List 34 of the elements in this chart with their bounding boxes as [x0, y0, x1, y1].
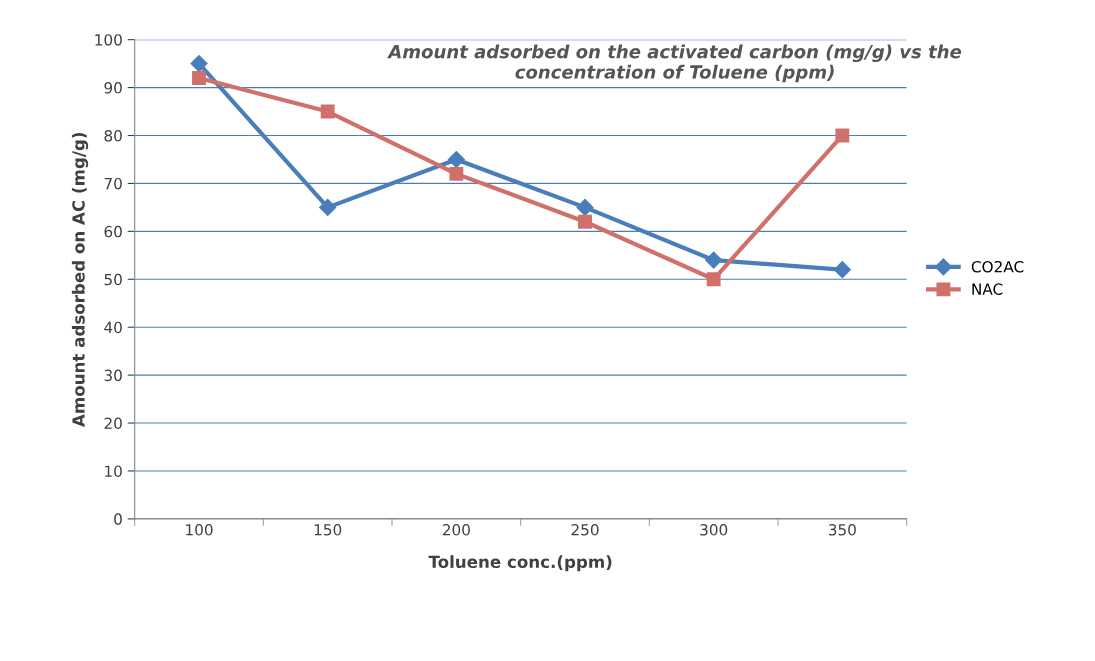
x-tick-label: 250: [571, 524, 599, 536]
y-tick-label: 80: [104, 129, 122, 142]
x-tick-label: 200: [442, 524, 470, 536]
point: [576, 198, 594, 216]
point: [705, 251, 723, 269]
y-tick-label: 60: [104, 225, 122, 238]
y-tick-label: 30: [104, 369, 122, 382]
legend-label: CO2AC: [971, 260, 1024, 273]
legend-label: NAC: [972, 283, 1003, 295]
point: [449, 166, 464, 181]
point: [578, 214, 592, 229]
y-tick-label: 20: [104, 417, 122, 430]
x-tick-label: 100: [186, 524, 213, 536]
y-axis-title: Amount adsorbed on AC (mg/g): [71, 132, 89, 427]
point: [706, 272, 721, 287]
y-tick-label: 100: [95, 34, 122, 46]
text: Amount adsorbed on the activated carbon (mg/g) vs the concentration of Toluene (ppm): [387, 44, 962, 83]
point: [192, 71, 206, 85]
point: [320, 104, 335, 119]
x-tick-label: 350: [828, 524, 856, 536]
x-tick-label: 150: [314, 524, 342, 536]
point: [835, 128, 850, 143]
y-tick-label: 10: [105, 465, 122, 477]
point: [319, 198, 337, 216]
y-tick-label: 40: [104, 321, 122, 334]
point: [833, 261, 851, 279]
x-tick-label: 300: [700, 524, 728, 536]
x-axis-title: Toluene conc.(ppm): [428, 555, 612, 572]
y-tick-label: 50: [104, 273, 122, 286]
point: [447, 150, 465, 169]
y-tick-label: 70: [104, 177, 122, 190]
y-tick-label: 90: [104, 82, 122, 94]
y-tick-label: 0: [114, 513, 122, 525]
point: [190, 55, 208, 73]
